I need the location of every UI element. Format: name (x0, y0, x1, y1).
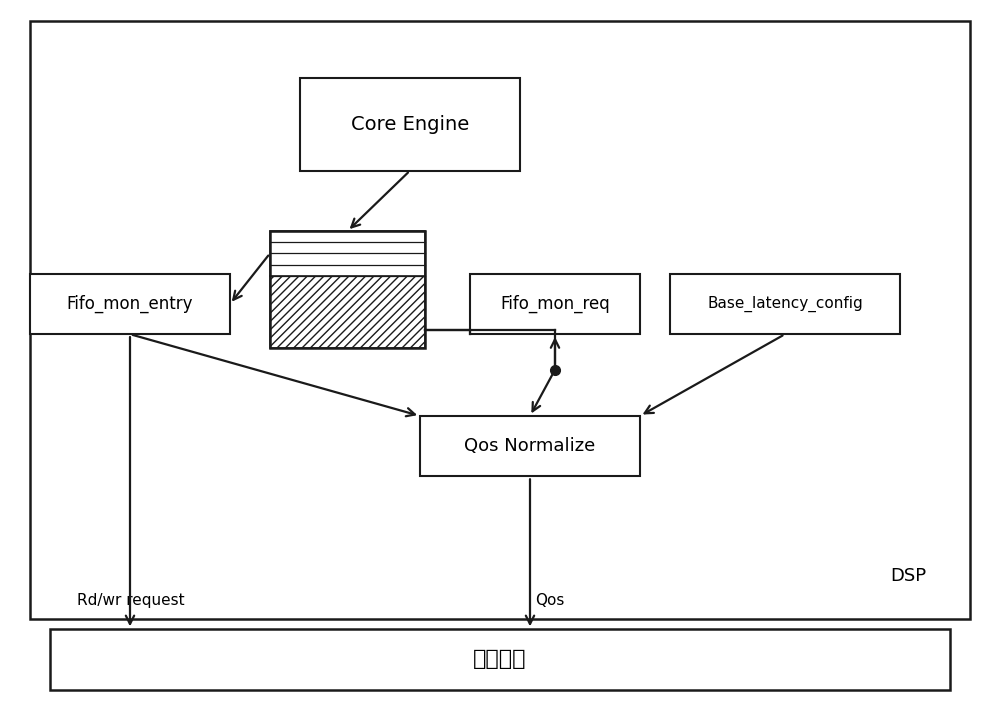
Text: Base_latency_config: Base_latency_config (707, 296, 863, 312)
Text: Rd/wr request: Rd/wr request (77, 593, 185, 608)
Bar (670, 274, 900, 334)
Text: DSP: DSP (890, 567, 926, 585)
Text: Core Engine: Core Engine (351, 115, 469, 134)
Bar (270, 231, 425, 348)
Text: Qos: Qos (535, 593, 564, 608)
Text: Qos Normalize: Qos Normalize (464, 437, 596, 455)
Text: Fifo_mon_entry: Fifo_mon_entry (67, 295, 193, 313)
Text: 系统总线: 系统总线 (473, 649, 527, 670)
Text: Fifo_mon_req: Fifo_mon_req (500, 295, 610, 313)
Bar (470, 274, 640, 334)
Bar (300, 78, 520, 171)
Bar (270, 231, 425, 276)
Bar (30, 21, 970, 619)
Bar (30, 274, 230, 334)
Bar (420, 416, 640, 476)
Bar (50, 629, 950, 690)
Bar (270, 276, 425, 348)
